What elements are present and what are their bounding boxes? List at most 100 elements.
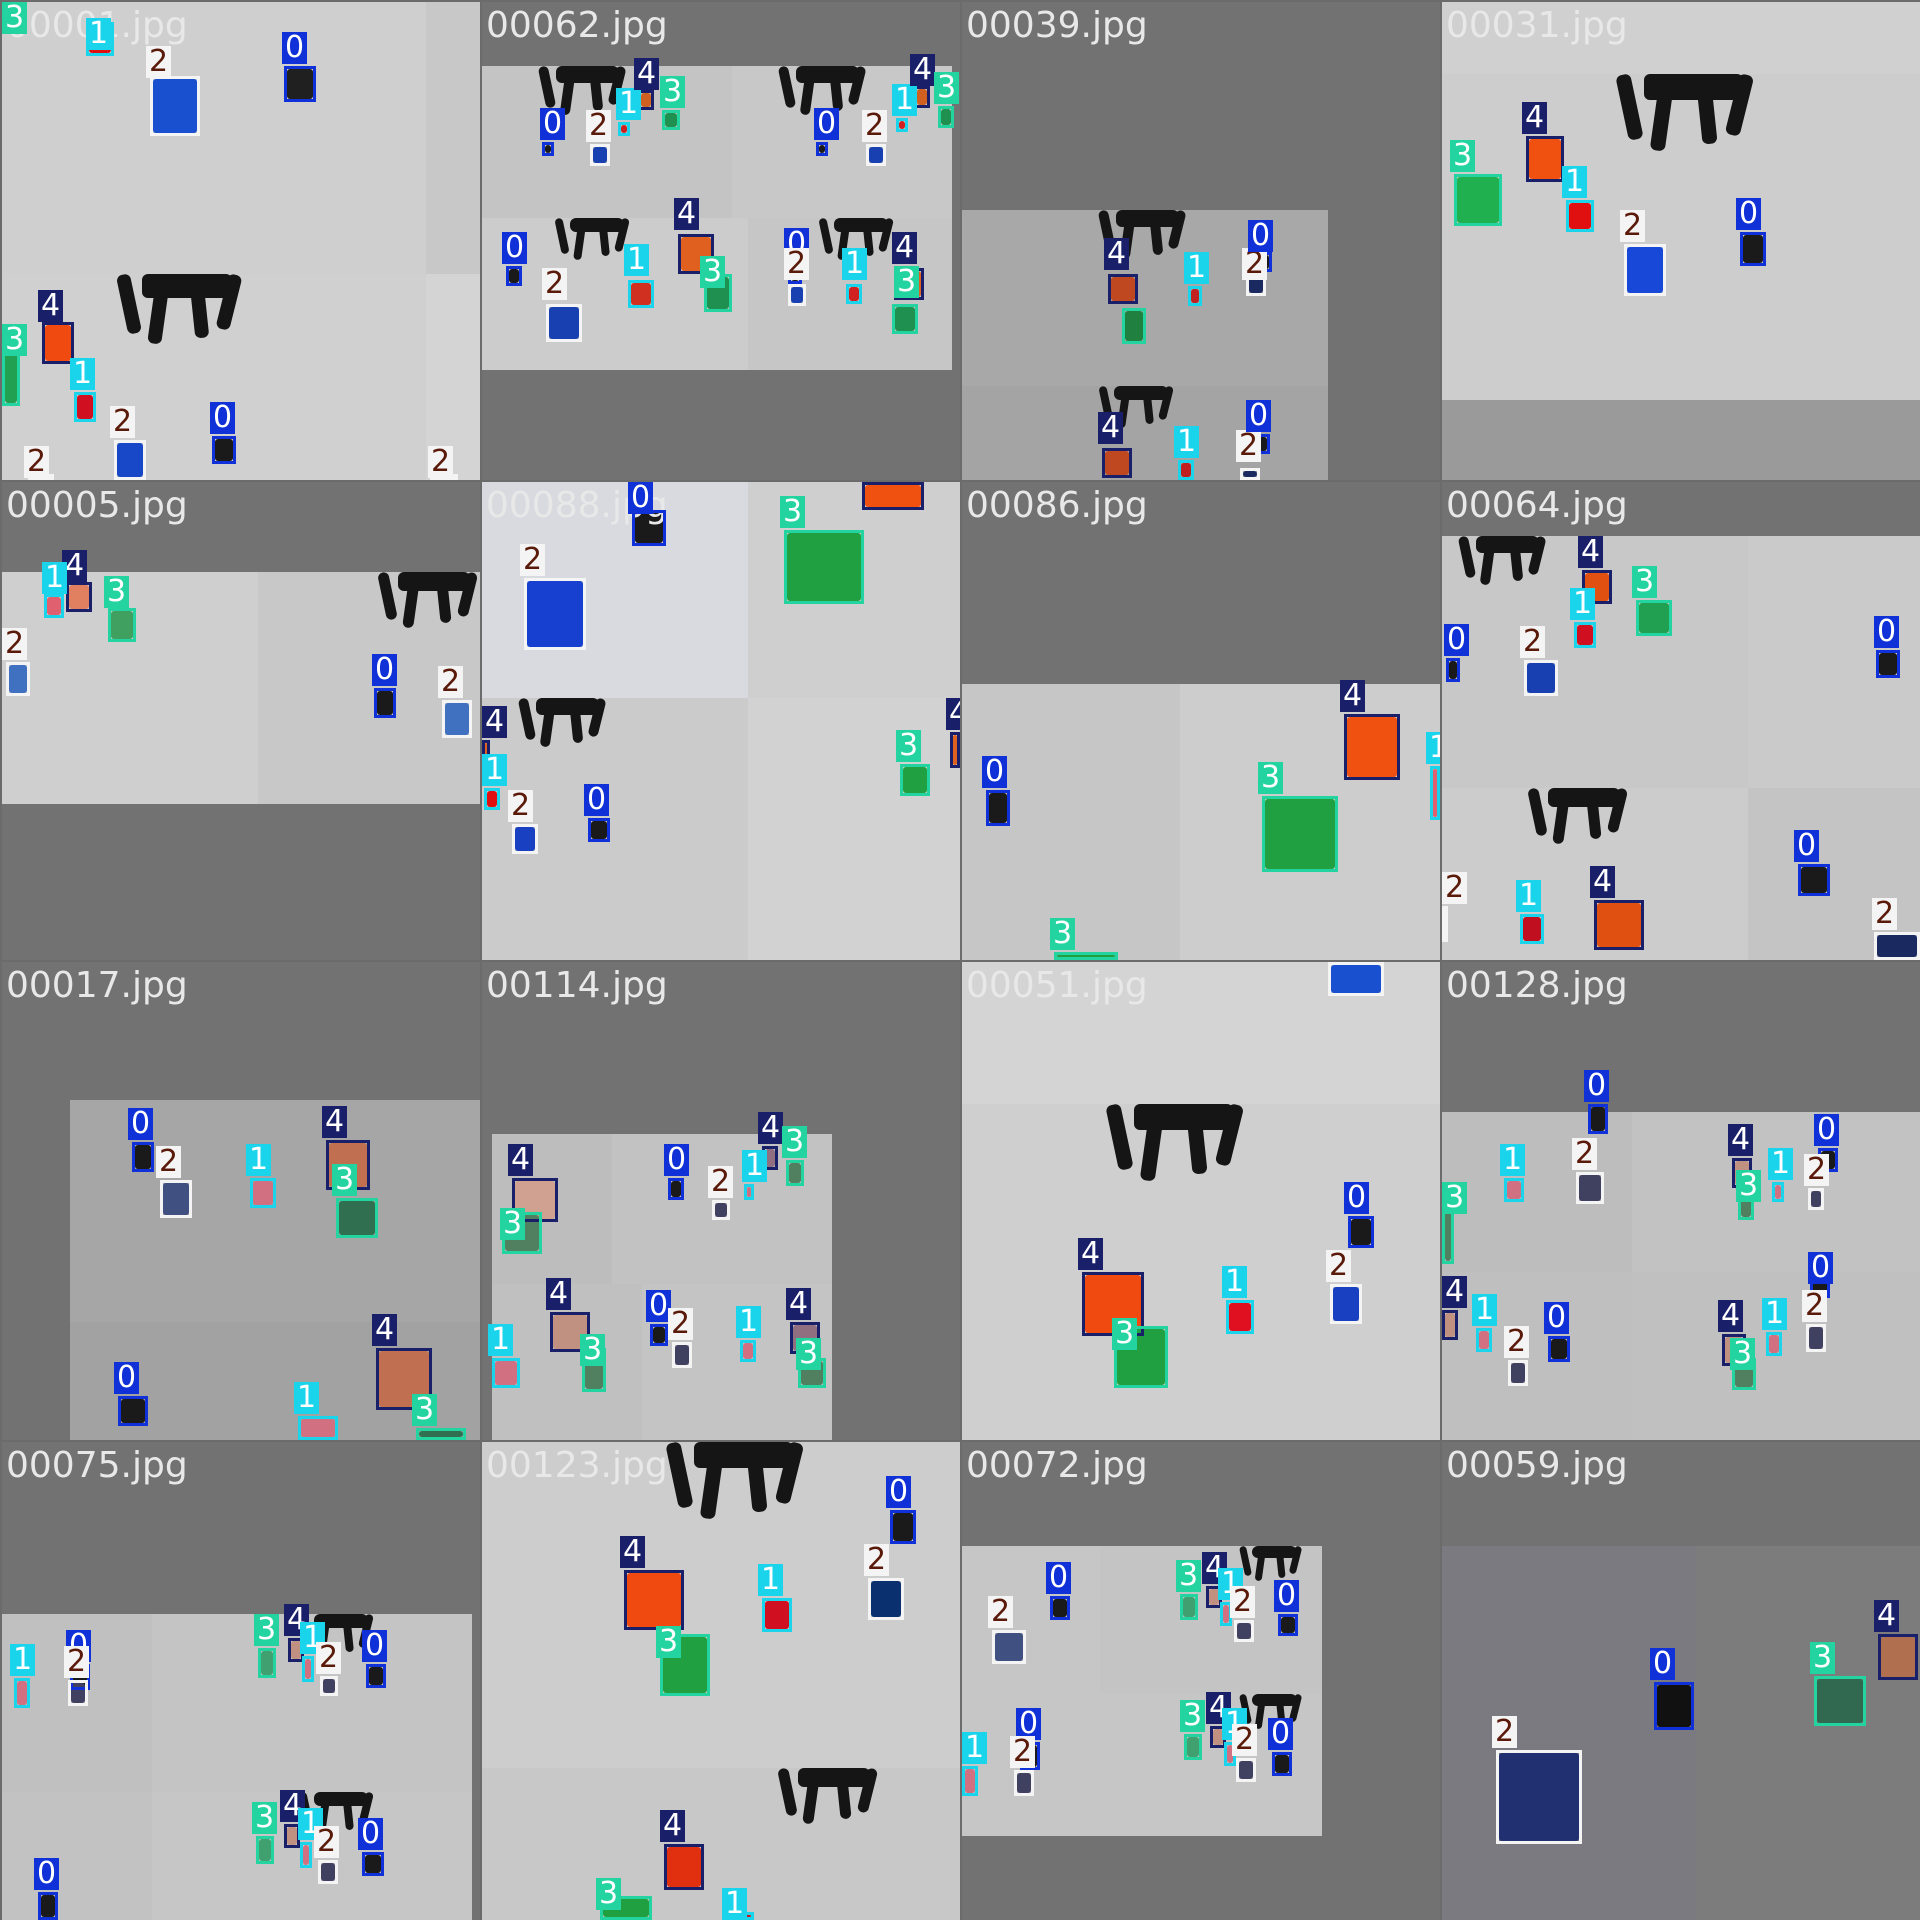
image-segment xyxy=(748,698,960,960)
bounding-box xyxy=(1178,460,1194,480)
class-label: 1 xyxy=(1426,732,1440,764)
bounding-box xyxy=(650,1324,668,1346)
image-tile: 0 1 2 3 4 3 1 2 0 4 1 2 0 4 3 1 2 0 00128.jpg xyxy=(1442,962,1920,1440)
detected-cube xyxy=(1243,471,1257,477)
image-tile: 4 3 0 2 1 4 3 1 4 3 0 2 1 4 3 00114.jpg xyxy=(482,962,960,1440)
image-tile: 0 2 1 4 3 0 2 1 4 3 0 2 1 4 3 0 2 1 4 3 00062.jpg xyxy=(482,2,960,480)
class-label: 0 xyxy=(584,784,610,816)
detected-cube xyxy=(1627,247,1663,293)
class-label: 0 xyxy=(628,482,654,514)
bounding-box xyxy=(672,1342,692,1368)
class-label: 1 xyxy=(758,1564,784,1596)
detected-cube xyxy=(445,703,469,735)
bounding-box xyxy=(1330,1284,1362,1324)
class-label: 4 xyxy=(910,54,936,86)
detected-cube xyxy=(5,345,17,403)
class-label: 4 xyxy=(786,1288,812,1320)
class-label: 3 xyxy=(1736,1170,1762,1202)
detected-cube xyxy=(1597,903,1641,947)
filename-label: 00064.jpg xyxy=(1446,485,1628,526)
detected-cube xyxy=(291,1641,301,1659)
class-label: 2 xyxy=(1620,210,1646,242)
class-label: 3 xyxy=(254,1614,280,1646)
bounding-box xyxy=(1226,1300,1254,1334)
robot-leg xyxy=(1134,1104,1233,1131)
detected-cube xyxy=(323,1679,335,1693)
detected-cube xyxy=(1743,235,1763,263)
class-label: 3 xyxy=(896,730,922,762)
bounding-box xyxy=(38,1892,58,1920)
bounding-box xyxy=(362,1852,384,1876)
bounding-box xyxy=(588,818,610,842)
detected-cube xyxy=(1527,663,1555,693)
bounding-box xyxy=(66,582,92,612)
bounding-box xyxy=(762,1598,792,1632)
class-label: 1 xyxy=(482,754,508,786)
bounding-box xyxy=(6,662,30,696)
image-segment xyxy=(1442,400,1920,480)
class-label: 3 xyxy=(1258,762,1284,794)
image-segment xyxy=(1748,788,1920,960)
detected-cube xyxy=(917,89,927,105)
detected-cube xyxy=(1347,717,1397,777)
class-label: 2 xyxy=(1572,1138,1598,1170)
bounding-box xyxy=(1878,1634,1918,1680)
filename-label: 00072.jpg xyxy=(966,1445,1148,1486)
detected-cube xyxy=(545,145,551,153)
bounding-box xyxy=(302,1656,314,1682)
class-label: 4 xyxy=(322,1106,348,1138)
detected-cube xyxy=(1499,1753,1579,1841)
filename-label: 00017.jpg xyxy=(6,965,188,1006)
bounding-box xyxy=(1574,622,1596,648)
bounding-box xyxy=(546,304,582,342)
detected-cube xyxy=(871,1581,901,1617)
class-label: 4 xyxy=(1874,1600,1900,1632)
detected-cube xyxy=(549,307,579,339)
robot-leg xyxy=(1644,74,1743,101)
class-label: 2 xyxy=(1230,1586,1256,1618)
bounding-box xyxy=(660,1634,710,1696)
class-label: 4 xyxy=(758,1112,784,1144)
bounding-box xyxy=(258,1648,276,1678)
class-label: 3 xyxy=(1450,140,1476,172)
detected-cube xyxy=(747,1187,751,1197)
class-label: 3 xyxy=(332,1164,358,1196)
class-label: 3 xyxy=(894,266,920,298)
class-label: 2 xyxy=(24,446,50,478)
bounding-box xyxy=(668,1178,684,1200)
detected-cube xyxy=(69,585,89,609)
class-label: 2 xyxy=(1010,1736,1036,1768)
bounding-box xyxy=(416,1428,466,1440)
class-label: 0 xyxy=(1248,220,1274,252)
detected-cube xyxy=(495,1361,517,1385)
class-label: 1 xyxy=(742,1150,768,1182)
filename-label: 00051.jpg xyxy=(966,965,1148,1006)
detected-cube xyxy=(377,691,393,715)
detected-cube xyxy=(671,1181,681,1197)
class-label: 0 xyxy=(540,108,566,140)
bounding-box xyxy=(1582,570,1612,604)
class-label: 3 xyxy=(796,1338,822,1370)
bounding-box xyxy=(866,144,886,166)
robot-leg xyxy=(398,572,470,592)
detected-cube xyxy=(1125,311,1143,341)
class-label: 3 xyxy=(412,1394,438,1426)
detected-cube xyxy=(1529,139,1561,179)
bounding-box xyxy=(284,66,316,102)
bounding-box xyxy=(628,280,654,308)
detected-cube xyxy=(819,145,825,153)
class-label: 2 xyxy=(316,1642,342,1674)
detected-cube xyxy=(989,793,1007,823)
class-label: 0 xyxy=(1794,830,1820,862)
class-label: 4 xyxy=(946,698,960,730)
class-label: 4 xyxy=(1098,412,1124,444)
detected-cube xyxy=(787,533,861,601)
detected-cube xyxy=(995,1633,1023,1661)
bounding-box xyxy=(1430,766,1440,820)
class-label: 3 xyxy=(780,496,806,528)
class-label: 3 xyxy=(1176,1560,1202,1592)
bounding-box xyxy=(590,144,610,166)
bounding-box xyxy=(786,1160,804,1186)
bounding-box xyxy=(744,1184,754,1200)
class-label: 0 xyxy=(1808,1252,1834,1284)
